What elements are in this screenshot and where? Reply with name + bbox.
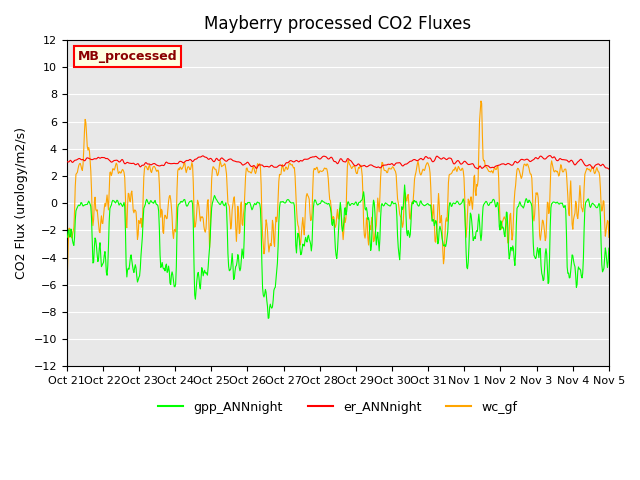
Title: Mayberry processed CO2 Fluxes: Mayberry processed CO2 Fluxes [204, 15, 472, 33]
Y-axis label: CO2 Flux (urology/m2/s): CO2 Flux (urology/m2/s) [15, 127, 28, 279]
Text: MB_processed: MB_processed [77, 50, 177, 63]
Legend: gpp_ANNnight, er_ANNnight, wc_gf: gpp_ANNnight, er_ANNnight, wc_gf [154, 396, 522, 419]
